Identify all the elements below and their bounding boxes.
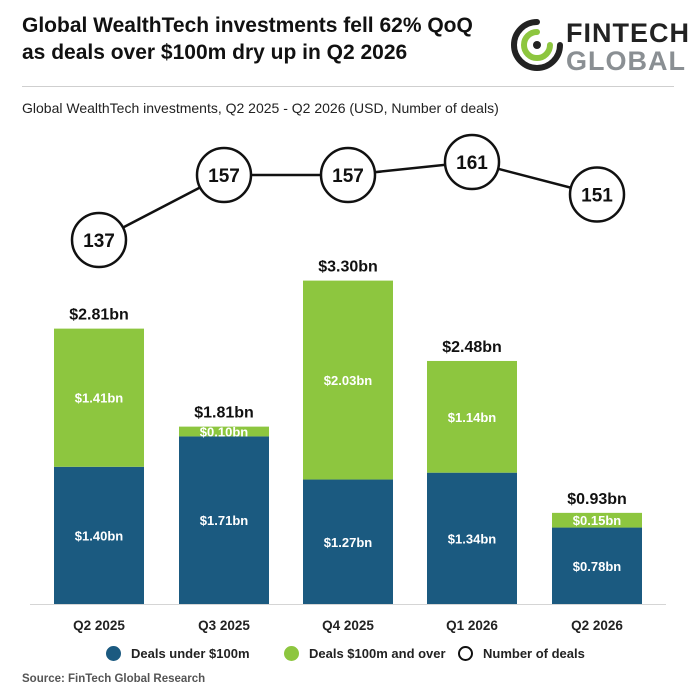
bar-total-label-2: $3.30bn [318,259,378,276]
legend-swatch-number-of-deals [458,646,473,661]
bar-total-label-4: $0.93bn [567,491,627,508]
legend-label-number-of-deals: Number of deals [483,646,585,661]
bar-label-under-100m-0: $1.40bn [75,528,123,543]
logo-text-fintech: FINTECH [566,18,690,48]
x-tick-label-0: Q2 2025 [73,618,125,633]
source-note: Source: FinTech Global Research [22,673,206,685]
legend-item-over-100m: Deals $100m and over [284,646,446,661]
deals-marker-1 [195,146,253,204]
deals-marker-2 [319,146,377,204]
x-tick-label-3: Q1 2026 [446,618,498,633]
bar-under-100m-4 [552,527,642,604]
bar-over-100m-4 [552,512,642,528]
chart-legend: Deals under $100m Deals $100m and over N… [0,646,696,668]
bar-label-over-100m-4: $0.15bn [573,513,621,528]
bar-total-label-3: $2.48bn [442,339,502,356]
bar-over-100m-0 [54,328,144,467]
bar-under-100m-1 [179,436,269,604]
deals-label-2: 157 [332,166,364,187]
bar-over-100m-1 [179,426,269,437]
bar-label-under-100m-3: $1.34bn [448,531,496,546]
deals-marker-3 [443,133,501,191]
bar-under-100m-3 [427,472,517,604]
deals-label-4: 151 [581,186,613,207]
bar-under-100m-2 [303,479,393,604]
bar-total-label-1: $1.81bn [194,405,254,422]
deals-label-0: 137 [83,231,115,252]
deals-marker-0 [70,211,128,269]
deals-label-3: 161 [456,153,488,174]
bar-label-over-100m-2: $2.03bn [324,373,372,388]
bar-label-over-100m-0: $1.41bn [75,391,123,406]
x-tick-label-2: Q4 2025 [322,618,374,633]
bar-label-under-100m-1: $1.71bn [200,513,248,528]
bar-over-100m-3 [427,360,517,473]
bar-label-over-100m-3: $1.14bn [448,410,496,425]
legend-item-under-100m: Deals under $100m [106,646,250,661]
bar-label-over-100m-1: $0.10bn [200,425,248,440]
legend-label-over-100m: Deals $100m and over [309,646,446,661]
header-divider [22,86,674,87]
fintech-global-logo: FINTECH GLOBAL [510,14,689,78]
legend-swatch-over-100m [284,646,299,661]
chart-subtitle: Global WealthTech investments, Q2 2025 -… [22,100,499,116]
legend-item-number-of-deals: Number of deals [458,646,585,661]
chart-headline: Global WealthTech investments fell 62% Q… [22,14,473,64]
bar-total-label-0: $2.81bn [69,307,129,324]
deals-label-1: 157 [208,166,240,187]
bar-label-under-100m-2: $1.27bn [324,535,372,550]
x-tick-label-1: Q3 2025 [198,618,250,633]
bar-label-under-100m-4: $0.78bn [573,559,621,574]
logo-text-global: GLOBAL [566,46,686,76]
x-tick-label-4: Q2 2026 [571,618,623,633]
logo-mark-icon [511,19,563,71]
bar-over-100m-2 [303,280,393,480]
legend-label-under-100m: Deals under $100m [131,646,250,661]
bar-under-100m-0 [54,466,144,604]
deals-marker-4 [568,166,626,223]
legend-swatch-under-100m [106,646,121,661]
